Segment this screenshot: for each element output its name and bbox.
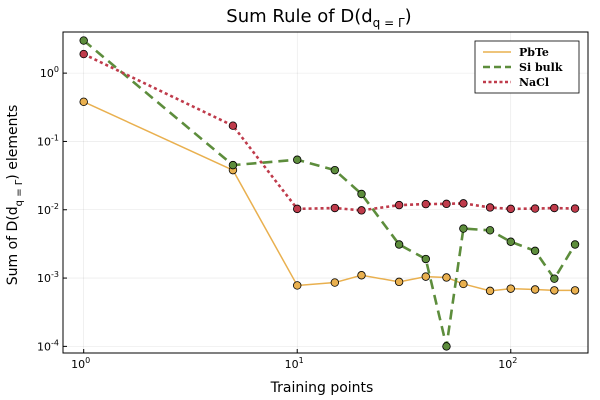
data-point: [293, 155, 302, 164]
data-point: [421, 254, 430, 264]
data-point: [79, 36, 88, 45]
data-point: [442, 199, 451, 209]
data-point: [570, 240, 580, 249]
data-point: [530, 204, 540, 213]
data-point: [530, 285, 540, 294]
series-line: [82, 39, 577, 348]
data-point: [357, 206, 366, 215]
y-tick-label: 10-3: [37, 270, 59, 285]
data-point: [550, 286, 559, 295]
y-tick-label: 10-1: [37, 133, 59, 148]
data-point: [293, 204, 302, 214]
series-layer: [79, 36, 580, 351]
data-point: [357, 189, 366, 199]
data-point: [530, 246, 540, 256]
data-point: [550, 203, 559, 213]
legend-label: PbTe: [519, 46, 549, 59]
series-nacl: [79, 49, 580, 215]
data-point: [330, 278, 340, 287]
data-point: [357, 271, 366, 280]
data-point: [394, 200, 404, 210]
data-point: [459, 199, 468, 208]
chart-title: Sum Rule of D(dq = Γ): [226, 6, 411, 30]
data-point: [459, 224, 468, 233]
data-point: [570, 204, 580, 213]
axis-ticks: 100 101 102 10-4 10-3 10-2 10-1 100: [37, 65, 517, 371]
data-point: [485, 203, 495, 212]
series-si-bulk: [79, 36, 580, 351]
x-tick-label: 102: [498, 356, 517, 371]
data-point: [459, 279, 468, 289]
data-point: [485, 286, 495, 296]
data-point: [421, 199, 430, 209]
data-point: [506, 237, 515, 246]
data-point: [442, 342, 451, 351]
x-tick-label: 100: [71, 356, 90, 371]
plot-frame: [62, 31, 589, 354]
data-point: [394, 277, 404, 287]
legend: PbTe Si bulk NaCl: [474, 40, 580, 94]
legend-label: Si bulk: [519, 61, 563, 74]
x-axis-title: Training points: [270, 380, 374, 396]
data-point: [394, 240, 404, 249]
series-pbte: [79, 97, 580, 296]
data-point: [485, 226, 495, 235]
y-tick-label: 10-2: [37, 202, 59, 217]
x-tick-label: 101: [285, 356, 304, 371]
data-point: [506, 284, 515, 293]
data-point: [506, 204, 515, 214]
data-point: [79, 49, 88, 59]
data-point: [228, 160, 238, 170]
y-tick-label: 100: [40, 65, 59, 80]
data-point: [330, 165, 340, 175]
y-tick-label: 10-4: [37, 338, 59, 353]
legend-label: NaCl: [519, 76, 549, 89]
data-point: [330, 203, 340, 213]
data-point: [228, 121, 238, 130]
legend-box: [474, 40, 580, 94]
data-point: [550, 274, 559, 283]
data-point: [570, 286, 580, 295]
y-axis-title: Sum of D(dq = Γ) elements: [5, 105, 25, 286]
data-point: [421, 272, 430, 281]
data-point: [442, 273, 451, 282]
data-point: [293, 281, 302, 290]
data-point: [79, 97, 88, 107]
